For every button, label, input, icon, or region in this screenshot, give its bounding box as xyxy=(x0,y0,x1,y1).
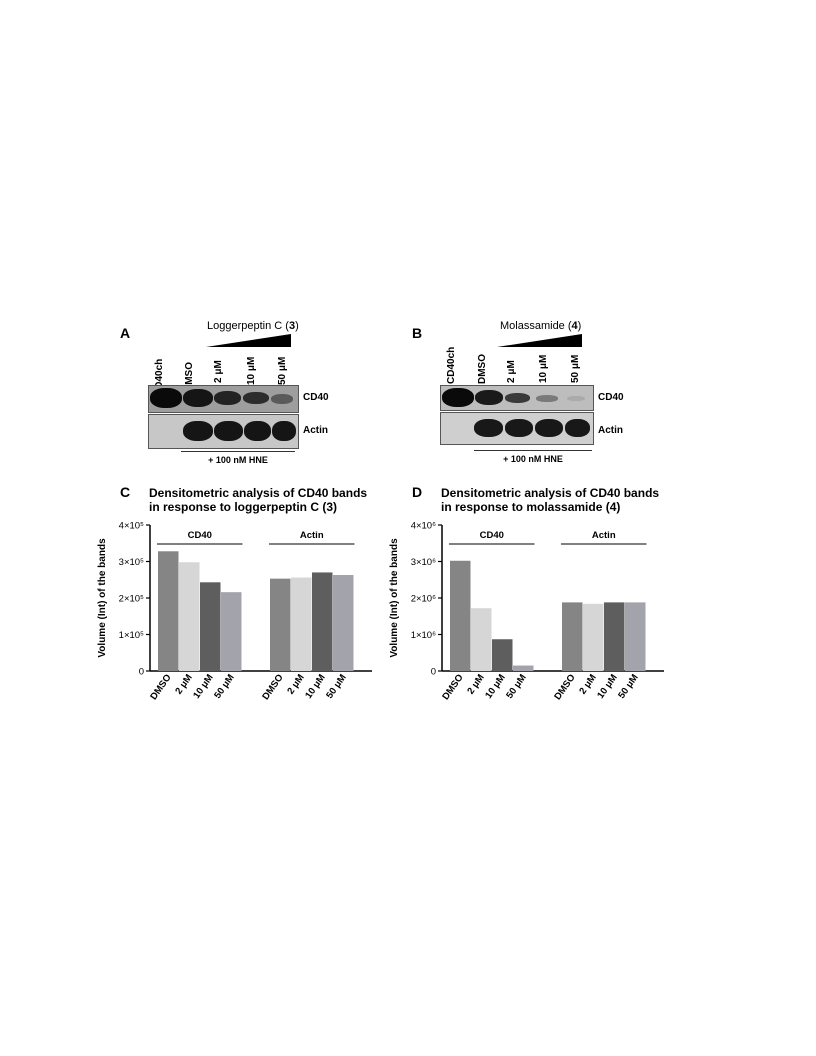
bar xyxy=(158,551,179,671)
panel-d-letter: D xyxy=(412,484,423,500)
panel-a-actin-row-label: Actin xyxy=(303,425,328,436)
panel-c-letter: C xyxy=(120,484,131,500)
bar xyxy=(471,608,492,671)
y-tick-label: 4×10⁵ xyxy=(119,521,144,532)
panel-a-compound-label: Loggerpeptin C (3) xyxy=(207,320,299,332)
x-tick-label: 50 μM xyxy=(616,672,641,700)
group-label: CD40 xyxy=(480,530,504,541)
x-tick-label: 10 μM xyxy=(483,672,508,700)
blot-band xyxy=(567,396,585,401)
blot-band xyxy=(243,392,269,404)
x-tick-label: DMSO xyxy=(552,672,577,702)
bar xyxy=(583,603,604,671)
x-tick-label: 50 μM xyxy=(504,672,529,700)
blot-band xyxy=(272,421,296,441)
blot-band xyxy=(442,388,474,407)
bar xyxy=(492,639,513,671)
panel-a-concentration-wedge xyxy=(206,334,291,347)
panel-b-treatment-line xyxy=(474,450,592,451)
panel-b-letter: B xyxy=(412,325,423,341)
y-tick-label: 3×10⁵ xyxy=(119,557,144,568)
panel-b-compound-label: Molassamide (4) xyxy=(500,320,582,332)
panel-d-title-line1: Densitometric analysis of CD40 bands xyxy=(441,486,660,500)
y-axis-title: Volume (Int) of the bands xyxy=(97,538,108,658)
group-label: Actin xyxy=(592,530,616,541)
blot-band xyxy=(150,388,182,408)
x-tick-label: 10 μM xyxy=(303,672,328,700)
panel-b-cd40-row-label: CD40 xyxy=(598,392,624,403)
panel-a-treatment-line xyxy=(181,451,295,452)
panel-b-lane-label: CD40ch xyxy=(446,346,457,384)
panel-a-actin-blot xyxy=(148,414,299,449)
y-tick-label: 2×10⁵ xyxy=(119,594,144,605)
panel-d-title: Densitometric analysis of CD40 bands in … xyxy=(441,486,659,514)
x-tick-label: 50 μM xyxy=(324,672,349,700)
y-axis-title: Volume (Int) of the bands xyxy=(389,538,400,658)
blot-band xyxy=(183,389,213,407)
x-tick-label: DMSO xyxy=(148,672,173,702)
y-tick-label: 0 xyxy=(139,667,144,678)
bar xyxy=(221,592,242,671)
blot-band xyxy=(271,394,293,404)
panel-d-chart: 0 1×10⁶ 2×10⁶ 3×10⁶ 4×10⁶ Volume (Int) of the… xyxy=(389,521,664,702)
bar xyxy=(513,665,534,671)
blot-band xyxy=(475,390,503,405)
panel-b-lane-label: DMSO xyxy=(477,354,488,384)
y-tick-label: 0 xyxy=(431,667,436,678)
panel-c-title-line1: Densitometric analysis of CD40 bands xyxy=(149,486,368,500)
blot-band xyxy=(505,393,530,403)
bar xyxy=(270,578,291,671)
bar xyxy=(200,582,221,671)
bar xyxy=(179,562,200,671)
blot-band xyxy=(183,421,213,441)
panel-c-title: Densitometric analysis of CD40 bands in … xyxy=(149,486,367,514)
panel-b-treatment-label: + 100 nM HNE xyxy=(503,454,563,464)
blot-band xyxy=(474,419,503,437)
blot-band xyxy=(535,419,563,437)
bar xyxy=(625,602,646,671)
y-tick-label: 1×10⁵ xyxy=(119,630,144,641)
panel-a-letter: A xyxy=(120,325,131,341)
blot-band xyxy=(244,421,271,441)
blot-band xyxy=(214,391,241,405)
panel-b-actin-blot xyxy=(440,412,594,445)
panel-c-title-line2: in response to loggerpeptin C (3) xyxy=(149,500,338,514)
bar xyxy=(604,602,625,671)
bar xyxy=(312,572,333,671)
x-tick-label: 10 μM xyxy=(595,672,620,700)
bar xyxy=(450,560,471,671)
panel-b-lane-label: 50 μM xyxy=(570,354,581,383)
panel-c-chart: 0 1×10⁵ 2×10⁵ 3×10⁵ 4×10⁵ Volume (Int) of the… xyxy=(97,521,372,702)
x-tick-label: DMSO xyxy=(260,672,285,702)
blot-band xyxy=(536,395,558,402)
panel-b-lane-label: 2 μM xyxy=(506,360,517,383)
y-tick-label: 1×10⁶ xyxy=(411,630,436,641)
bar xyxy=(333,575,354,671)
panel-b-actin-row-label: Actin xyxy=(598,425,623,436)
y-tick-label: 3×10⁶ xyxy=(411,557,436,568)
bar xyxy=(562,602,583,671)
panel-b-concentration-wedge xyxy=(497,334,582,347)
panel-b-lane-label: 10 μM xyxy=(538,354,549,383)
panel-a-treatment-label: + 100 nM HNE xyxy=(208,455,268,465)
x-tick-label: 50 μM xyxy=(212,672,237,700)
y-tick-label: 2×10⁶ xyxy=(411,594,436,605)
group-label: CD40 xyxy=(188,530,212,541)
panel-b-cd40-blot xyxy=(440,385,594,411)
bar xyxy=(291,577,312,671)
panel-d-title-line2: in response to molassamide (4) xyxy=(441,500,621,514)
panel-a-lane-label: 2 μM xyxy=(213,360,224,383)
panel-a-cd40-row-label: CD40 xyxy=(303,392,329,403)
x-tick-label: DMSO xyxy=(440,672,465,702)
panel-a-lane-label: 50 μM xyxy=(277,356,288,385)
y-tick-label: 4×10⁶ xyxy=(411,521,436,532)
x-tick-label: 10 μM xyxy=(191,672,216,700)
panel-a-cd40-blot xyxy=(148,385,299,413)
blot-band xyxy=(565,419,590,437)
blot-band xyxy=(214,421,243,441)
panel-a-lane-label: 10 μM xyxy=(246,356,257,385)
group-label: Actin xyxy=(300,530,324,541)
blot-band xyxy=(505,419,533,437)
